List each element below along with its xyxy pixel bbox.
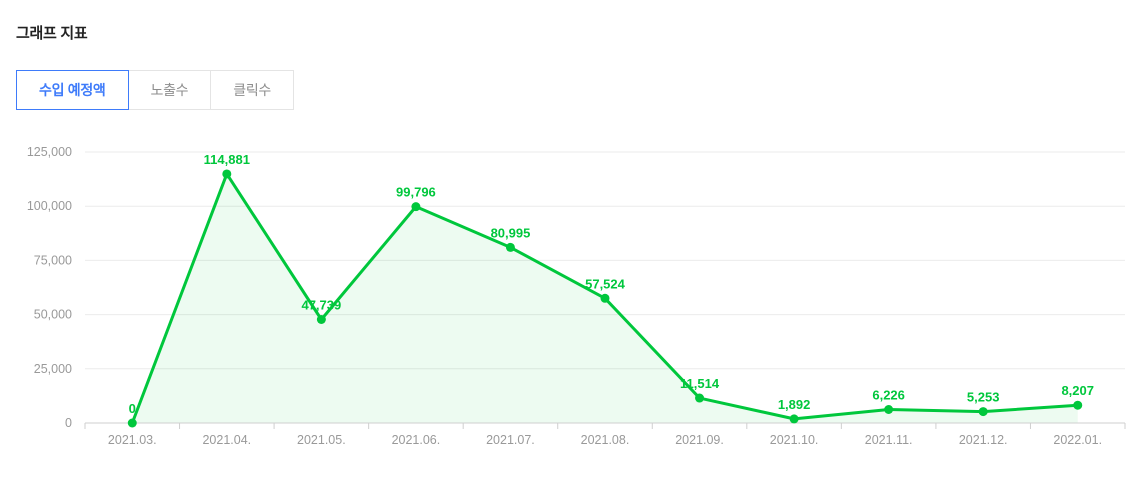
x-axis-tick-label: 2021.12.: [959, 433, 1008, 447]
data-point[interactable]: [978, 407, 988, 417]
data-point-label: 57,524: [585, 276, 626, 291]
data-point[interactable]: [127, 418, 137, 428]
data-point-label: 99,796: [396, 185, 436, 200]
tab-impressions[interactable]: 노출수: [127, 70, 212, 110]
data-point[interactable]: [411, 202, 421, 212]
x-axis-tick-label: 2021.09.: [675, 433, 724, 447]
y-axis-tick-label: 75,000: [34, 253, 72, 267]
x-axis-tick-label: 2021.05.: [297, 433, 346, 447]
data-point-label: 1,892: [778, 397, 811, 412]
tab-clicks[interactable]: 클릭수: [210, 70, 294, 110]
data-point-label: 114,881: [204, 152, 250, 167]
data-point[interactable]: [222, 169, 232, 179]
data-point[interactable]: [316, 315, 326, 325]
tab-expected-income[interactable]: 수입 예정액: [16, 70, 129, 110]
data-point[interactable]: [505, 242, 515, 252]
x-axis-tick-label: 2022.01.: [1053, 433, 1102, 447]
data-point[interactable]: [695, 393, 705, 403]
y-axis-tick-label: 0: [65, 416, 72, 430]
line-chart-container: 0 25,000 50,000 75,000 100,000 125,000 2021.03…: [0, 133, 1143, 478]
data-point-label: 47,739: [301, 298, 341, 313]
x-axis-tick-label: 2021.03.: [108, 433, 157, 447]
data-point-label: 11,514: [680, 376, 720, 391]
y-axis-tick-label: 50,000: [34, 308, 72, 322]
x-axis-tick-label: 2021.08.: [581, 433, 630, 447]
data-point-label: 5,253: [967, 390, 1000, 405]
x-axis-tick-label: 2021.07.: [486, 433, 535, 447]
chart-metric-tabs: 수입 예정액 노출수 클릭수: [16, 70, 294, 110]
data-point-label: 8,207: [1061, 383, 1094, 398]
data-point[interactable]: [789, 414, 799, 424]
x-axis-tick-label: 2021.10.: [770, 433, 819, 447]
data-point-label: 6,226: [872, 388, 905, 403]
x-axis-tick-label: 2021.11.: [865, 433, 913, 447]
page-title: 그래프 지표: [16, 25, 88, 42]
data-point[interactable]: [884, 405, 894, 415]
y-axis-tick-label: 100,000: [27, 199, 72, 213]
y-axis-tick-label: 125,000: [27, 145, 72, 159]
data-point-label: 80,995: [491, 225, 531, 240]
x-axis-tick-label: 2021.04.: [202, 433, 251, 447]
y-axis-tick-label: 25,000: [34, 362, 72, 376]
income-line-chart: 0 25,000 50,000 75,000 100,000 125,000 2021.03…: [27, 145, 1126, 447]
x-axis-tick-label: 2021.06.: [392, 433, 441, 447]
data-point[interactable]: [1073, 400, 1083, 410]
data-point[interactable]: [600, 293, 610, 303]
data-point-label: 0: [129, 401, 136, 416]
